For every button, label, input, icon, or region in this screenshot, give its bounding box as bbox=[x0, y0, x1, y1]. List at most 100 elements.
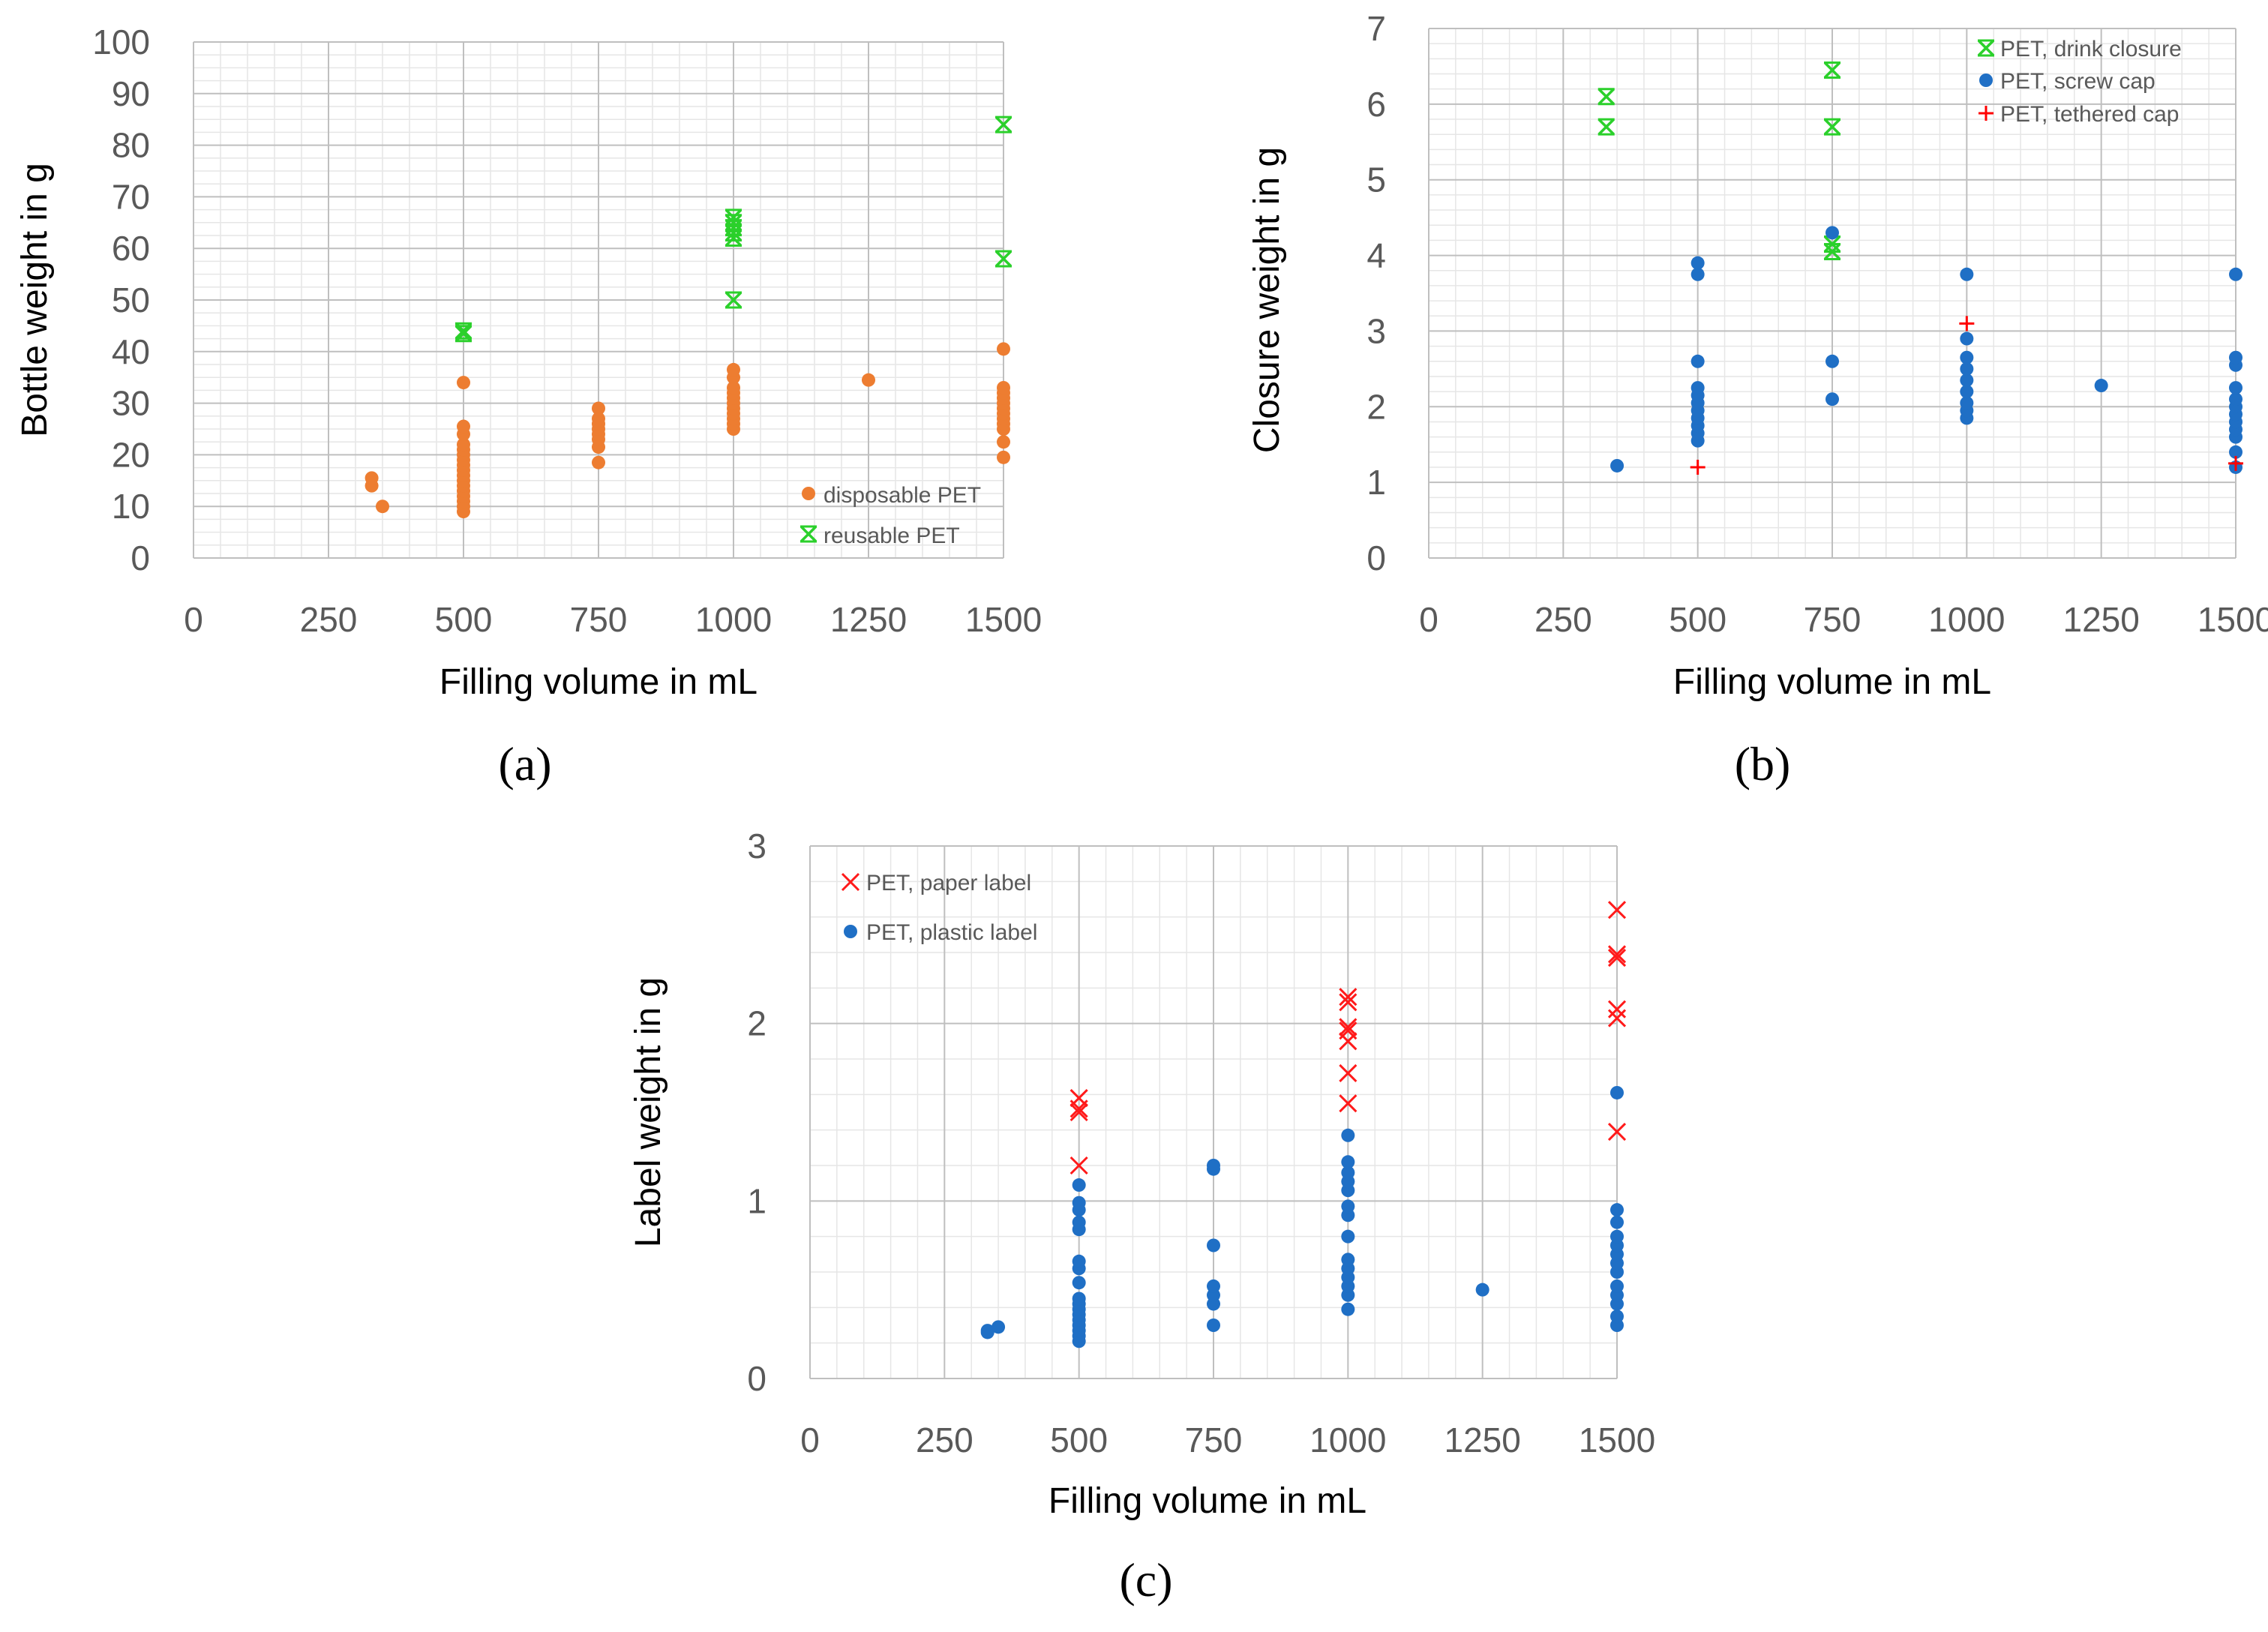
data-point-pet-paper-label bbox=[1070, 1089, 1088, 1108]
data-point-disposable-pet bbox=[457, 376, 470, 390]
data-point-pet-plastic-label bbox=[1072, 1292, 1086, 1306]
data-point-pet-screw-cap bbox=[2094, 379, 2108, 393]
data-point-pet-paper-label bbox=[1070, 1102, 1088, 1122]
x-tick-label: 250 bbox=[916, 1420, 974, 1460]
legend-marker-drink-closure bbox=[1977, 39, 1995, 57]
data-point-pet-plastic-label bbox=[1610, 1203, 1624, 1217]
data-point-pet-drink-closure bbox=[1598, 118, 1615, 136]
x-tick-label: 500 bbox=[1669, 600, 1726, 639]
legend-label-paper-label: PET, paper label bbox=[866, 871, 1031, 896]
data-point-pet-plastic-label bbox=[1341, 1302, 1355, 1316]
data-point-pet-plastic-label bbox=[1610, 1215, 1624, 1229]
data-point-pet-plastic-label bbox=[1610, 1229, 1624, 1244]
data-point-disposable-pet bbox=[997, 342, 1010, 356]
data-point-pet-drink-closure bbox=[1598, 88, 1615, 106]
y-tick-label: 1 bbox=[1366, 463, 1386, 502]
panel-a-label: (a) bbox=[498, 737, 551, 790]
legend-symbol bbox=[844, 925, 857, 938]
panel-b-chart: 0 1 2 3 4 5 6 7 0 250 500 750 1000 1250 1500 Filling … bbox=[1247, 9, 2268, 790]
data-point-pet-paper-label bbox=[1339, 1018, 1358, 1036]
data-point-pet-plastic-label bbox=[1475, 1282, 1490, 1297]
legend-label-disposable-pet: disposable PET bbox=[824, 483, 981, 508]
data-point-disposable-pet bbox=[592, 455, 605, 470]
data-point-pet-plastic-label bbox=[1610, 1279, 1624, 1293]
y-tick-label: 20 bbox=[112, 435, 150, 474]
data-point-pet-plastic-label bbox=[1207, 1279, 1220, 1293]
data-point-pet-screw-cap bbox=[1826, 354, 1839, 368]
data-point-pet-screw-cap bbox=[1960, 385, 1974, 399]
data-point-pet-screw-cap bbox=[1960, 396, 1974, 410]
y-tick-label: 6 bbox=[1366, 85, 1386, 124]
legend-symbol bbox=[802, 487, 815, 500]
legend-marker-reusable-pet bbox=[800, 525, 818, 543]
x-tick-label: 1250 bbox=[2062, 600, 2139, 639]
data-point-reusable-pet bbox=[724, 214, 742, 232]
legend-label-drink-closure: PET, drink closure bbox=[2000, 37, 2182, 62]
y-tick-label: 90 bbox=[112, 74, 150, 113]
panel-a-x-axis-title: Filling volume in mL bbox=[440, 662, 758, 702]
data-point-disposable-pet bbox=[727, 380, 740, 394]
x-tick-label: 750 bbox=[1804, 600, 1862, 639]
y-tick-label: 0 bbox=[130, 538, 150, 578]
data-point-pet-paper-label bbox=[1339, 1022, 1358, 1040]
data-point-reusable-pet bbox=[994, 116, 1012, 134]
x-tick-label: 0 bbox=[184, 600, 203, 639]
data-point-reusable-pet bbox=[454, 322, 472, 340]
panel-a-grid bbox=[193, 41, 1004, 559]
panel-a-chart: 0 10 20 30 40 50 60 70 80 90 100 0 250 500 750 1000 125… bbox=[15, 22, 1042, 790]
y-tick-label: 1 bbox=[747, 1181, 766, 1220]
x-tick-label: 0 bbox=[800, 1420, 820, 1460]
y-tick-label: 0 bbox=[747, 1359, 766, 1398]
data-point-disposable-pet bbox=[727, 362, 740, 376]
data-point-pet-plastic-label bbox=[1072, 1276, 1086, 1290]
panel-c-y-axis-title: Label weight in g bbox=[628, 977, 668, 1247]
x-tick-label: 1250 bbox=[1444, 1420, 1520, 1460]
y-tick-label: 2 bbox=[747, 1004, 766, 1043]
data-point-pet-plastic-label bbox=[1610, 1310, 1624, 1324]
y-tick-label: 3 bbox=[747, 826, 766, 866]
data-point-pet-plastic-label bbox=[1207, 1159, 1220, 1172]
data-point-pet-screw-cap bbox=[1960, 373, 1974, 387]
data-point-pet-plastic-label bbox=[1341, 1229, 1355, 1244]
data-point-pet-screw-cap bbox=[1690, 267, 1705, 281]
data-point-pet-plastic-label bbox=[1341, 1199, 1355, 1214]
legend-symbol bbox=[1977, 39, 1995, 57]
data-point-pet-screw-cap bbox=[2229, 445, 2242, 459]
data-point-pet-tethered-cap bbox=[1959, 316, 1975, 332]
data-point-disposable-pet bbox=[457, 419, 470, 434]
data-point-pet-screw-cap bbox=[1826, 226, 1839, 240]
data-point-pet-screw-cap bbox=[1690, 381, 1705, 395]
data-point-pet-paper-label bbox=[1339, 1064, 1358, 1082]
panel-b-legend: PET, drink closure PET, screw cap PET, t… bbox=[1977, 37, 2182, 127]
y-tick-label: 4 bbox=[1366, 236, 1386, 275]
data-point-pet-plastic-label bbox=[1341, 1128, 1355, 1142]
data-point-pet-tethered-cap bbox=[1690, 459, 1706, 475]
panel-c-x-ticks: 0 250 500 750 1000 1250 1500 bbox=[800, 1420, 1655, 1460]
legend-marker-disposable-pet bbox=[802, 487, 815, 500]
data-point-pet-plastic-label bbox=[1207, 1238, 1220, 1252]
x-tick-label: 1000 bbox=[1310, 1420, 1386, 1460]
data-point-pet-screw-cap bbox=[1690, 256, 1705, 270]
x-tick-label: 1500 bbox=[2198, 600, 2268, 639]
data-point-pet-screw-cap bbox=[2229, 381, 2242, 395]
data-point-pet-screw-cap bbox=[1690, 354, 1705, 368]
y-tick-label: 2 bbox=[1366, 387, 1386, 426]
x-tick-label: 0 bbox=[1419, 600, 1438, 639]
data-point-pet-screw-cap bbox=[1960, 267, 1974, 281]
data-point-disposable-pet bbox=[862, 373, 875, 387]
y-tick-label: 0 bbox=[1366, 538, 1386, 578]
data-point-disposable-pet bbox=[364, 471, 379, 485]
legend-label-plastic-label: PET, plastic label bbox=[866, 920, 1037, 945]
data-point-pet-paper-label bbox=[1070, 1156, 1088, 1175]
data-point-reusable-pet bbox=[994, 250, 1012, 268]
y-tick-label: 100 bbox=[92, 22, 150, 62]
data-point-pet-plastic-label bbox=[1072, 1215, 1086, 1229]
panel-b-x-ticks: 0 250 500 750 1000 1250 1500 bbox=[1419, 600, 2268, 639]
data-point-reusable-pet bbox=[724, 208, 742, 226]
data-point-pet-paper-label bbox=[1607, 1000, 1627, 1018]
y-tick-label: 60 bbox=[112, 229, 150, 268]
data-point-pet-screw-cap bbox=[1826, 392, 1839, 406]
data-point-pet-plastic-label bbox=[1610, 1085, 1624, 1100]
data-point-pet-screw-cap bbox=[1960, 362, 1974, 376]
x-tick-label: 1250 bbox=[830, 600, 907, 639]
